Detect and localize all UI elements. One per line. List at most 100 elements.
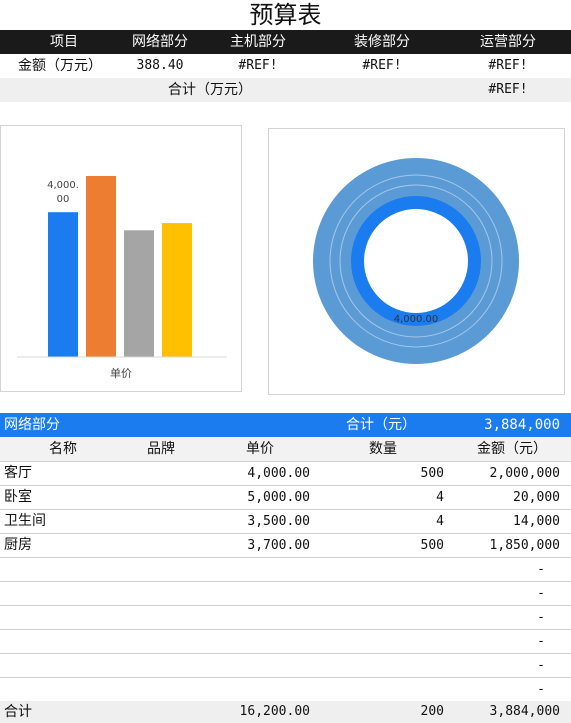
cell-price[interactable]: 5,000.00 (247, 490, 310, 505)
cell-brand[interactable] (126, 606, 196, 629)
donut-chart-panel[interactable]: 4,000.00 (268, 128, 565, 395)
header-cell[interactable]: 装修部分 (354, 34, 410, 50)
footer-label[interactable]: 合计 (4, 704, 32, 720)
footer-price[interactable]: 16,200.00 (239, 704, 310, 719)
cell-name[interactable]: 卫生间 (4, 513, 46, 529)
cell-name[interactable] (4, 630, 124, 653)
x-axis-label: 单价 (110, 367, 132, 380)
column-header-row: 名称 品牌 单价 数量 金额（元） (0, 438, 571, 462)
cell-amount[interactable]: 1,850,000 (489, 538, 560, 553)
cell-price[interactable] (200, 582, 310, 605)
total-label[interactable]: 合计（万元） (168, 82, 252, 98)
col-name[interactable]: 名称 (49, 441, 77, 457)
section-total-value[interactable]: 3,884,000 (484, 417, 560, 433)
cell-amount[interactable]: - (537, 634, 545, 649)
amount-network[interactable]: 388.40 (136, 58, 184, 73)
table-row[interactable]: 卧室 5,000.00 4 20,000 (0, 486, 571, 510)
header-cell[interactable]: 主机部分 (230, 34, 286, 50)
cell-amount[interactable]: - (537, 658, 545, 673)
amount-label[interactable]: 金额（万元） (18, 58, 102, 74)
table-row[interactable]: - (0, 606, 571, 630)
cell-name[interactable]: 厨房 (4, 537, 32, 553)
cell-name[interactable]: 卧室 (4, 489, 32, 505)
cell-qty[interactable] (360, 630, 444, 653)
cell-price[interactable] (200, 630, 310, 653)
cell-brand[interactable] (126, 510, 196, 533)
cell-price[interactable] (200, 606, 310, 629)
bar-data-label: 4,000. (47, 180, 79, 191)
donut-ring-divider (329, 174, 503, 348)
table-row[interactable]: - (0, 654, 571, 678)
summary-total-row: 合计（万元） #REF! (0, 78, 571, 102)
section-label[interactable]: 网络部分 (4, 417, 60, 433)
cell-brand[interactable] (126, 486, 196, 509)
cell-qty[interactable] (360, 654, 444, 677)
cell-price[interactable] (200, 678, 310, 701)
cell-brand[interactable] (126, 678, 196, 701)
cell-qty[interactable] (360, 606, 444, 629)
cell-brand[interactable] (126, 534, 196, 557)
donut-chart: 4,000.00 (313, 158, 519, 364)
table-row[interactable]: - (0, 630, 571, 654)
header-cell[interactable]: 运营部分 (480, 34, 536, 50)
bar-1 (48, 212, 78, 357)
cell-amount[interactable]: - (537, 562, 545, 577)
cell-price[interactable]: 4,000.00 (247, 466, 310, 481)
bar-chart-panel[interactable]: 单价 4,000. 00 (0, 125, 242, 392)
cell-name[interactable] (4, 582, 124, 605)
cell-qty[interactable]: 500 (420, 466, 444, 481)
col-brand[interactable]: 品牌 (147, 441, 175, 457)
cell-price[interactable]: 3,500.00 (247, 514, 310, 529)
header-cell[interactable]: 项目 (50, 34, 78, 50)
col-amount[interactable]: 金额（元） (477, 441, 547, 457)
footer-amount[interactable]: 3,884,000 (489, 704, 560, 719)
table-row[interactable]: 卫生间 3,500.00 4 14,000 (0, 510, 571, 534)
cell-amount[interactable]: - (537, 610, 545, 625)
table-row[interactable]: - (0, 558, 571, 582)
sheet-title: 预算表 (249, 1, 322, 29)
cell-brand[interactable] (126, 558, 196, 581)
col-price[interactable]: 单价 (246, 441, 274, 457)
summary-amount-row: 金额（万元） 388.40 #REF! #REF! #REF! (0, 55, 571, 77)
cell-qty[interactable]: 4 (436, 490, 444, 505)
table-row[interactable]: 厨房 3,700.00 500 1,850,000 (0, 534, 571, 558)
cell-qty[interactable]: 4 (436, 514, 444, 529)
table-row[interactable]: - (0, 678, 571, 702)
cell-amount[interactable]: 20,000 (513, 490, 560, 505)
cell-qty[interactable] (360, 558, 444, 581)
cell-price[interactable] (200, 558, 310, 581)
col-qty[interactable]: 数量 (369, 441, 397, 457)
amount-decoration[interactable]: #REF! (362, 58, 402, 73)
cell-price[interactable] (200, 654, 310, 677)
cell-name[interactable] (4, 558, 124, 581)
cell-amount[interactable]: - (537, 586, 545, 601)
cell-amount[interactable]: - (537, 682, 545, 697)
cell-brand[interactable] (126, 630, 196, 653)
donut-ring-divider (339, 184, 493, 338)
cell-name[interactable]: 客厅 (4, 465, 32, 481)
table-row[interactable]: - (0, 582, 571, 606)
total-value[interactable]: #REF! (488, 82, 528, 97)
cell-price[interactable]: 3,700.00 (247, 538, 310, 553)
cell-name[interactable] (4, 606, 124, 629)
cell-qty[interactable]: 500 (420, 538, 444, 553)
summary-header-row: 项目 网络部分 主机部分 装修部分 运营部分 (0, 30, 571, 54)
table-row[interactable]: 客厅 4,000.00 500 2,000,000 (0, 462, 571, 486)
cell-name[interactable] (4, 654, 124, 677)
header-cell[interactable]: 网络部分 (132, 34, 188, 50)
cell-name[interactable] (4, 678, 124, 701)
section-total-label[interactable]: 合计（元） (346, 417, 416, 433)
cell-qty[interactable] (360, 678, 444, 701)
cell-brand[interactable] (126, 582, 196, 605)
cell-amount[interactable]: 14,000 (513, 514, 560, 529)
bar-3 (124, 230, 154, 357)
cell-amount[interactable]: 2,000,000 (489, 466, 560, 481)
amount-host[interactable]: #REF! (238, 58, 278, 73)
amount-operation[interactable]: #REF! (488, 58, 528, 73)
cell-brand[interactable] (126, 462, 196, 485)
footer-qty[interactable]: 200 (420, 704, 444, 719)
bar-chart: 单价 4,000. 00 (17, 176, 227, 380)
cell-brand[interactable] (126, 654, 196, 677)
cell-qty[interactable] (360, 582, 444, 605)
bar-data-label-cont: 00 (57, 194, 70, 205)
